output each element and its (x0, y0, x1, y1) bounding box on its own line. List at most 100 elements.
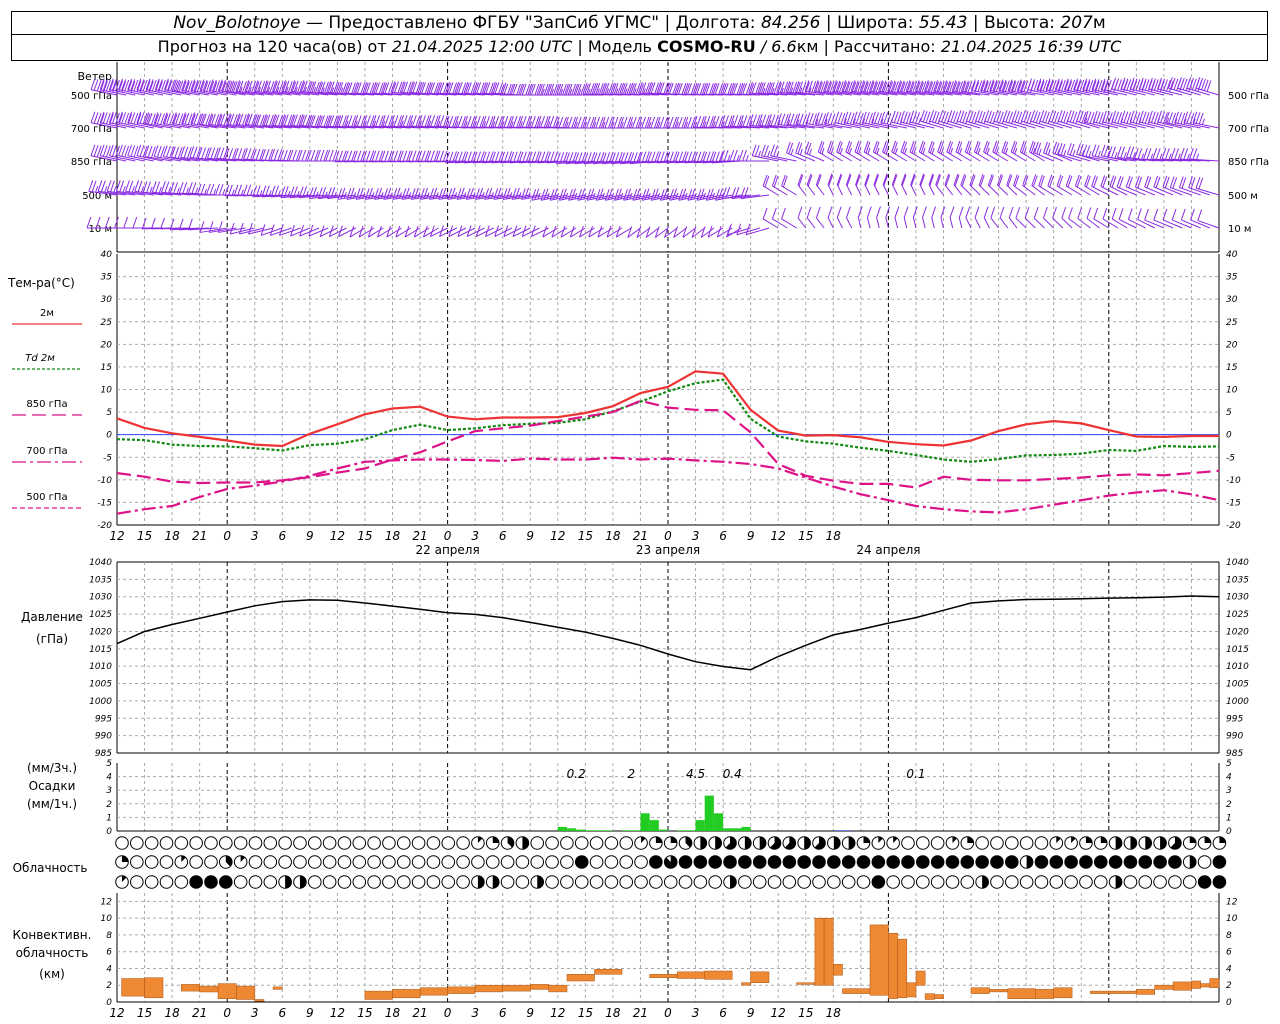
wind-barb (814, 112, 843, 129)
wind-barb-staff (1111, 218, 1128, 229)
wind-barb-feather (620, 83, 626, 95)
wind-barb-staff (1008, 90, 1036, 96)
model-resolution: / 6.6 (755, 37, 797, 56)
wind-barb (491, 151, 522, 164)
wind-barb-feather (608, 151, 614, 164)
wind-barb-feather (766, 82, 772, 94)
pressure-tick-right: 1025 (1226, 610, 1249, 620)
wind-barb-feather (900, 140, 906, 153)
wind-barb-feather (452, 151, 458, 163)
wind-barb-feather (727, 223, 732, 235)
cloud-symbol (871, 855, 886, 869)
wind-barb-staff (1058, 153, 1082, 162)
wind-barb-feather (108, 111, 114, 123)
cloud-circle (382, 836, 396, 850)
cloud-fill (664, 855, 678, 869)
pressure-tick-left: 1015 (89, 645, 112, 655)
wind-barb-feather (589, 83, 595, 95)
wind-barb-feather (1066, 143, 1072, 155)
wind-barb-feather (589, 116, 595, 129)
wind-barb-staff (924, 90, 953, 96)
wind-barb-staff (964, 151, 981, 162)
wind-barb-staff (1084, 121, 1109, 129)
wind-barb-staff (1197, 220, 1220, 229)
wind-barb (1197, 209, 1220, 229)
wind-barb-feather (213, 147, 219, 160)
wind-barb-feather (852, 111, 858, 123)
conv-bar (392, 989, 421, 999)
wind-barb-staff (235, 90, 264, 96)
wind-barb-feather (131, 186, 135, 193)
wind-barb (647, 82, 678, 96)
wind-barb-feather (690, 116, 696, 129)
wind-barb-feather (1016, 79, 1022, 91)
wind-barb-feather (336, 115, 342, 127)
wind-barb-feather (105, 145, 111, 158)
wind-barb (1134, 175, 1155, 196)
wind-barb-feather (1174, 148, 1179, 160)
wind-barb (127, 111, 154, 129)
wind-barb-feather (797, 173, 803, 186)
wind-barb-feather (994, 141, 999, 154)
wind-barb (720, 115, 751, 129)
wind-barb-feather (121, 79, 127, 91)
conv-title-2: облачность (16, 946, 89, 960)
conv-tick-right: 0 (1226, 998, 1232, 1008)
wind-barb (512, 225, 531, 238)
wind-barb-feather (934, 81, 939, 93)
wind-barb-staff (1180, 158, 1210, 162)
wind-barb-staff (846, 217, 853, 229)
wind-barb-feather (609, 116, 615, 129)
wind-barb-feather (537, 192, 541, 200)
temp-tick-right: 35 (1226, 273, 1238, 283)
wind-barb (871, 111, 898, 129)
temp-tick-left: 15 (101, 363, 113, 373)
wind-barb-feather (650, 116, 656, 129)
wind-barb-feather (1100, 175, 1106, 187)
wind-barb (1066, 143, 1091, 162)
cloud-symbol (367, 836, 381, 850)
wind-barb-feather (308, 224, 314, 237)
cloud-circle (1123, 875, 1138, 889)
conv-bar (1108, 990, 1137, 994)
hour-tick-label: 3 (471, 529, 479, 543)
wind-barb-feather (623, 189, 628, 201)
cloud-symbol (1138, 875, 1153, 889)
wind-barb-feather (317, 187, 323, 199)
wind-barb-feather (501, 121, 505, 128)
wind-barb-feather (465, 188, 471, 200)
wind-barb-staff (1126, 186, 1146, 196)
wind-barb-feather (235, 113, 241, 125)
wind-barb-feather (133, 145, 139, 158)
wind-barb (983, 206, 990, 229)
wind-barb-feather (423, 187, 428, 200)
wind-barb-feather (307, 115, 313, 127)
wind-barb-feather (384, 150, 389, 162)
wind-barb-feather (338, 82, 344, 94)
wind-barb-feather (687, 116, 692, 129)
wind-barb-feather (91, 180, 97, 193)
cloud-symbol (337, 875, 352, 889)
wind-barb-feather (1093, 176, 1098, 188)
wind-barb-feather (610, 82, 615, 95)
pressure-tick-left: 1010 (89, 662, 112, 672)
wind-barb-feather (127, 144, 133, 156)
wind-barb-feather (565, 121, 569, 129)
wind-barb-feather (151, 79, 157, 92)
wind-barb-staff (476, 227, 494, 238)
wind-barb-staff (252, 194, 283, 198)
altitude-label: Высота: (984, 13, 1061, 33)
cloud-symbol (1005, 855, 1019, 869)
wind-barb-feather (374, 150, 380, 162)
wind-barb-feather (227, 184, 233, 196)
wind-barb-feather (334, 115, 340, 127)
wind-barb-feather (562, 116, 567, 129)
wind-barb-feather (992, 79, 998, 92)
wind-barb (700, 226, 715, 238)
wind-barb-feather (415, 81, 421, 94)
wind-barb-feather (764, 175, 770, 188)
wind-barb-feather (821, 113, 827, 125)
wind-barb-feather (167, 186, 172, 194)
wind-barb-feather (340, 187, 346, 200)
